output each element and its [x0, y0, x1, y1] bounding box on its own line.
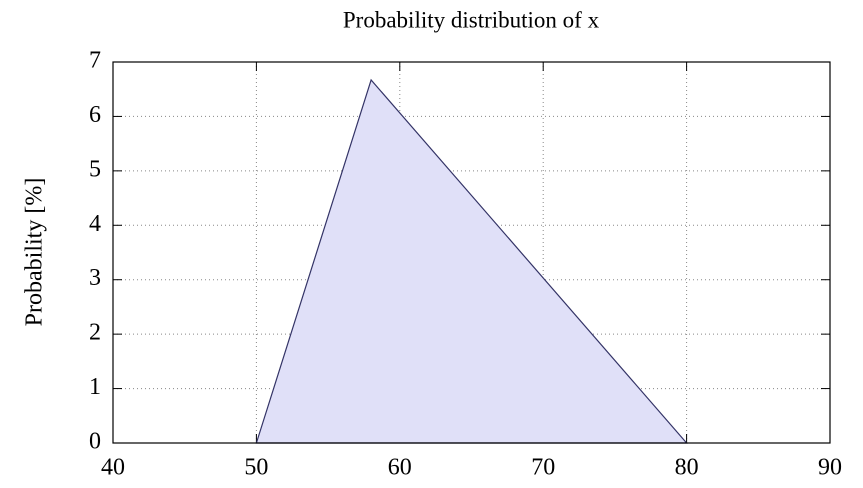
- chart-title: Probability distribution of x: [343, 7, 600, 32]
- y-tick-label: 6: [89, 102, 101, 128]
- y-axis-label: Probability [%]: [22, 178, 48, 327]
- y-tick-label: 2: [89, 320, 101, 346]
- x-tick-label: 80: [675, 455, 699, 481]
- y-tick-label: 5: [89, 156, 101, 182]
- y-tick-label: 1: [89, 374, 101, 400]
- x-tick-label: 70: [531, 455, 555, 481]
- plot-frame: [112, 61, 831, 444]
- y-tick-label: 7: [89, 48, 101, 74]
- y-tick-label: 4: [89, 211, 101, 237]
- y-tick-label: 0: [89, 429, 101, 455]
- area: [255, 78, 688, 444]
- y-tick-label: 3: [89, 265, 101, 291]
- x-tick-label: 90: [818, 455, 842, 481]
- x-tick-label: 40: [101, 455, 125, 481]
- x-tick-label: 50: [244, 455, 268, 481]
- x-tick-label: 60: [388, 455, 412, 481]
